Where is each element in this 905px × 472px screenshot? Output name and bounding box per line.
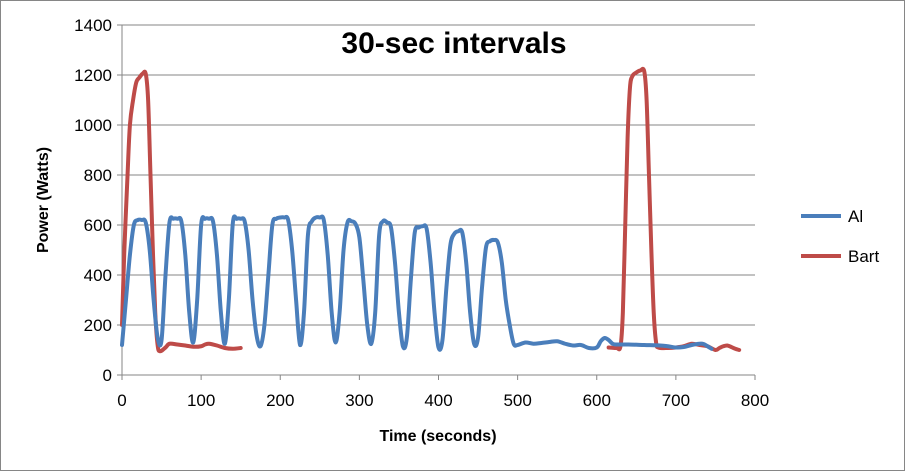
x-axis-title: Time (seconds)	[379, 428, 496, 445]
y-tick-label: 1400	[74, 16, 112, 35]
series-bart	[120, 66, 742, 354]
x-tick-label: 0	[117, 391, 126, 410]
x-tick-label: 100	[187, 391, 215, 410]
x-tick-label: 800	[741, 391, 769, 410]
series-line-al	[120, 214, 714, 352]
series-layer	[120, 66, 742, 354]
y-tick-label: 1200	[74, 66, 112, 85]
gridlines	[122, 24, 755, 376]
y-axis-title: Power (Watts)	[35, 147, 52, 253]
legend-label-al: Al	[848, 207, 863, 226]
x-tick-label: 300	[345, 391, 373, 410]
series-al	[120, 214, 714, 352]
y-tick-label: 200	[84, 316, 112, 335]
series-line-bart	[606, 66, 742, 353]
x-tick-label: 600	[583, 391, 611, 410]
y-tick-label: 0	[103, 366, 112, 385]
x-tick-label: 200	[266, 391, 294, 410]
x-tick-label: 700	[662, 391, 690, 410]
tick-labels: 0 200 400 600 800 1000 1200 1400 0 100 200 300 400 50…	[74, 16, 769, 410]
series-line-bart	[120, 69, 243, 354]
y-tick-label: 400	[84, 266, 112, 285]
legend: Al Bart	[801, 207, 879, 266]
chart-title: 30-sec intervals	[341, 27, 566, 60]
x-tick-label: 500	[503, 391, 531, 410]
legend-label-bart: Bart	[848, 247, 879, 266]
x-tick-label: 400	[424, 391, 452, 410]
y-tick-label: 800	[84, 166, 112, 185]
y-tick-label: 600	[84, 216, 112, 235]
y-tick-label: 1000	[74, 116, 112, 135]
